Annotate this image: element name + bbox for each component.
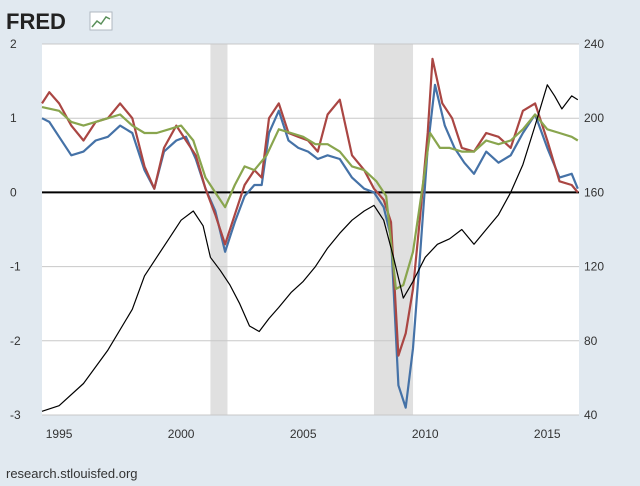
x-axis-ticks: 1995 2000 2005 2010 2015 <box>46 427 561 441</box>
left-tick-label-1: 1 <box>10 111 17 125</box>
x-tick-label-4: 2015 <box>534 427 561 441</box>
fred-logo-text: FRED <box>6 9 66 34</box>
fred-logo-graph-icon <box>89 11 113 31</box>
series-lines <box>41 57 579 412</box>
right-tick-label-2: 160 <box>584 185 604 199</box>
left-axis-ticks: 2 1 0 -1 -2 -3 <box>10 37 21 422</box>
series-line-3 <box>41 84 579 412</box>
left-tick-label-3: -1 <box>10 260 21 274</box>
left-tick-label-5: -3 <box>10 408 21 422</box>
right-tick-label-0: 240 <box>584 37 604 51</box>
x-tick-label-2: 2005 <box>290 427 317 441</box>
right-tick-label-4: 80 <box>584 334 598 348</box>
right-tick-label-3: 120 <box>584 260 604 274</box>
plot-area <box>42 44 579 415</box>
fred-logo: FRED <box>6 9 113 34</box>
right-axis-ticks: 240 200 160 120 80 40 <box>584 37 604 422</box>
recession-band-1 <box>373 44 414 415</box>
x-tick-label-3: 2010 <box>412 427 439 441</box>
recession-shading <box>210 44 414 415</box>
x-tick-label-1: 2000 <box>168 427 195 441</box>
left-tick-label-0: 2 <box>10 37 17 51</box>
right-tick-label-1: 200 <box>584 111 604 125</box>
left-tick-label-2: 0 <box>10 185 17 199</box>
x-tick-label-0: 1995 <box>46 427 73 441</box>
series-line-0 <box>41 83 579 409</box>
series-line-2 <box>41 106 579 290</box>
left-tick-label-4: -2 <box>10 334 21 348</box>
source-credit: research.stlouisfed.org <box>6 466 138 481</box>
right-tick-label-5: 40 <box>584 408 598 422</box>
